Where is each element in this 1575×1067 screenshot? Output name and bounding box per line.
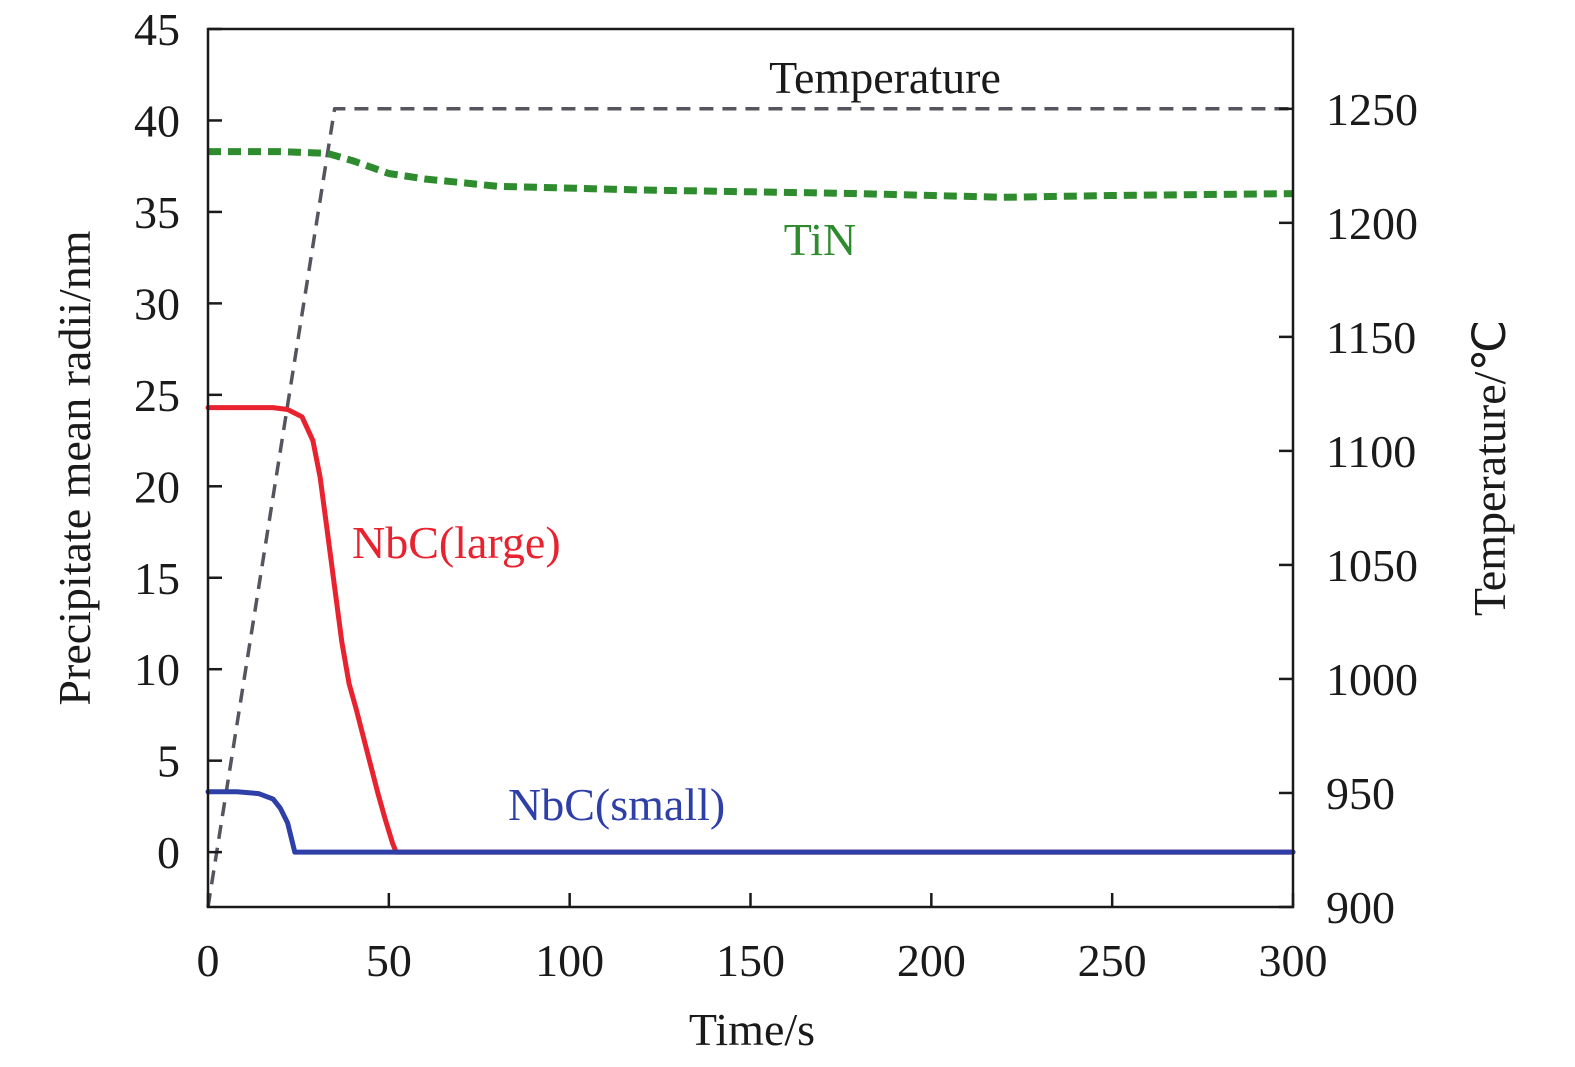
y2-tick-label: 1050 [1326, 540, 1418, 591]
y2-tick-label: 950 [1326, 768, 1395, 819]
y-tick-label: 40 [134, 95, 180, 146]
y2-tick-label: 1200 [1326, 198, 1418, 249]
series-line-nbc-large [205, 405, 1296, 855]
temperature-annotation: Temperature [769, 52, 1001, 103]
y2-axis-title: Temperature/℃ [1464, 320, 1515, 616]
y-tick-label: 15 [134, 553, 180, 604]
y-tick-label: 5 [157, 736, 180, 787]
series-layer [205, 107, 1296, 908]
x-tick-label: 300 [1259, 935, 1328, 986]
x-tick-label: 0 [197, 935, 220, 986]
y2-tick-label: 1150 [1326, 312, 1416, 363]
nbc-large-annotation: NbC(large) [352, 517, 561, 568]
x-tick-label: 250 [1078, 935, 1147, 986]
y-tick-label: 35 [134, 187, 180, 238]
x-axis-title: Time/s [689, 1004, 815, 1055]
y-tick-label: 20 [134, 461, 180, 512]
x-tick-label: 150 [716, 935, 785, 986]
y2-tick-label: 900 [1326, 882, 1395, 933]
tin-annotation: TiN [784, 214, 856, 265]
y-tick-label: 45 [134, 4, 180, 55]
series-line-nbc-small [205, 789, 1296, 855]
y-axis-title: Precipitate mean radii/nm [49, 230, 100, 705]
nbc-small-annotation: NbC(small) [508, 779, 725, 830]
y-tick-label: 25 [134, 370, 180, 421]
y2-tick-label: 1100 [1326, 426, 1416, 477]
x-tick-label: 50 [366, 935, 412, 986]
y-tick-label: 30 [134, 278, 180, 329]
series-line-temperature [206, 107, 1293, 908]
y2-tick-label: 1250 [1326, 84, 1418, 135]
x-tick-label: 200 [897, 935, 966, 986]
x-tick-label: 100 [535, 935, 604, 986]
series-line-tin [208, 148, 1294, 201]
y-tick-label: 0 [157, 827, 180, 878]
y-tick-label: 10 [134, 644, 180, 695]
y2-tick-label: 1000 [1326, 654, 1418, 705]
ticks-layer: 0 50 100 150 200 250 300 0 5 10 15 20 25 30 35 40 45 900 9… [134, 4, 1418, 986]
